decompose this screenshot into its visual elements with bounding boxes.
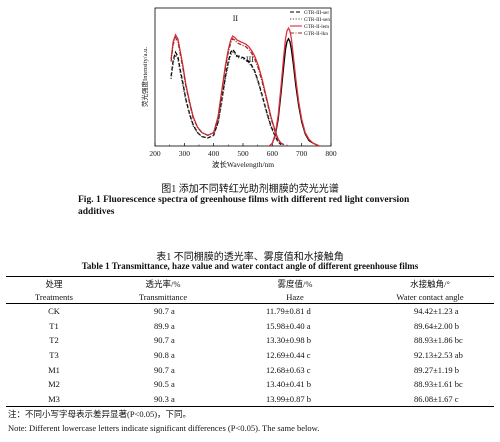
fluorescence-spectra-chart: 200 300 400 500 600 700 800 波长Wavelength/nm 荧光强度… [140, 7, 337, 169]
series-line-1 [170, 51, 282, 146]
cell-transmittance: 90.3 a [102, 391, 224, 408]
header-transmittance-en: Transmittance [102, 290, 224, 304]
cell-transmittance: 90.7 a [154, 335, 175, 346]
legend-entry: GTR-III-ser [304, 10, 329, 16]
series-line-5 [268, 26, 320, 147]
header-haze-en: Haze [224, 290, 366, 304]
cell-haze: 13.40±0.41 b [266, 379, 312, 390]
cell-contact-angle: 89.64±2.00 b [414, 320, 460, 331]
table-note-cn: 注：不同小写字母表示差异显著(P<0.05)，下同。 [8, 409, 192, 419]
header-transmittance-cn: 透光率/% [102, 276, 224, 290]
cell-transmittance: 90.5 a [154, 379, 175, 390]
table-row: T3 90.8 a 12.69±0.44 c 92.13±2.53 ab [6, 348, 494, 363]
legend-entry: GTR-III-sen [304, 17, 330, 23]
header-treatment-en: Treatments [6, 290, 102, 304]
table-row: CK 90.7 a 11.79±0.81 d 94.42±1.23 a [6, 304, 494, 319]
table-row: M1 90.7 a 12.68±0.63 c 89.27±1.19 b [6, 362, 494, 377]
header-haze-cn: 雾度值/% [224, 276, 366, 290]
x-tick-label: 500 [237, 149, 249, 158]
cell-haze: 13.30±0.98 b [266, 335, 312, 346]
header-treatment-cn: 处理 [6, 276, 102, 290]
cell-contact-angle: 88.93±1.86 bc [414, 335, 463, 346]
cell-treatment: T2 [49, 335, 59, 346]
cell-haze: 12.68±0.63 c [266, 364, 311, 375]
table-caption-en: Table 1 Transmittance, haze value and wa… [81, 261, 419, 271]
results-table: 处理 透光率/% 雾度值/% 水接触角/° Treatments Transmi… [6, 276, 494, 408]
cell-transmittance: 90.8 a [154, 350, 175, 361]
x-tick-label: 800 [325, 149, 337, 158]
annotation-label: II [233, 14, 239, 23]
figure-caption-en: Fig. 1 Fluorescence spectra of greenhous… [78, 195, 410, 217]
cell-transmittance: 90.7 a [154, 306, 175, 317]
figure-caption-cn: 图1 添加不同转红光助剂棚膜的荧光光谱 [161, 184, 339, 195]
annotation-label: III [246, 55, 254, 64]
cell-contact-angle: 86.08±1.67 c [366, 391, 494, 408]
series-line-3 [170, 35, 285, 146]
series-line-2 [170, 33, 285, 146]
series-line-4 [268, 37, 320, 147]
series-line-0 [170, 48, 282, 146]
cell-transmittance: 90.7 a [154, 364, 175, 375]
cell-haze: 13.99±0.87 b [224, 391, 366, 408]
cell-treatment: CK [48, 306, 60, 317]
cell-transmittance: 89.9 a [154, 320, 175, 331]
cell-haze: 12.69±0.44 c [266, 350, 311, 361]
y-axis-label: 荧光强度Intensity/a.u. [140, 47, 149, 107]
x-tick-label: 400 [208, 149, 220, 158]
cell-contact-angle: 94.42±1.23 a [414, 306, 459, 317]
cell-contact-angle: 92.13±2.53 ab [414, 350, 463, 361]
table-row: M2 90.5 a 13.40±0.41 b 88.93±1.61 bc [6, 377, 494, 392]
table-header-row-en: Treatments Transmittance Haze Water cont… [6, 290, 494, 304]
cell-contact-angle: 88.93±1.61 bc [414, 379, 463, 390]
legend-entry: GTR-II-lem [304, 24, 329, 30]
x-tick-label: 200 [149, 149, 161, 158]
cell-treatment: M3 [6, 391, 102, 408]
legend-entry: GTR-II-lkn [304, 31, 328, 37]
x-tick-label: 600 [267, 149, 279, 158]
x-tick-label: 700 [296, 149, 308, 158]
table-caption-cn: 表1 不同棚膜的透光率、雾度值和水接触角 [156, 252, 344, 263]
table-header-row-cn: 处理 透光率/% 雾度值/% 水接触角/° [6, 276, 494, 290]
table-row: T1 89.9 a 15.98±0.40 a 89.64±2.00 b [6, 319, 494, 334]
cell-treatment: T1 [49, 320, 59, 331]
cell-treatment: T3 [49, 350, 59, 361]
cell-treatment: M2 [48, 379, 60, 390]
cell-treatment: M1 [48, 364, 60, 375]
table-row: T2 90.7 a 13.30±0.98 b 88.93±1.86 bc [6, 333, 494, 348]
table-row: M3 90.3 a 13.99±0.87 b 86.08±1.67 c [6, 391, 494, 408]
cell-haze: 15.98±0.40 a [266, 320, 311, 331]
x-axis-label: 波长Wavelength/nm [212, 159, 274, 169]
cell-haze: 11.79±0.81 d [266, 306, 311, 317]
header-contact-angle-en: Water contact angle [366, 290, 494, 304]
x-tick-label: 300 [179, 149, 191, 158]
table-note-en: Note: Different lowercase letters indica… [8, 423, 320, 433]
cell-contact-angle: 89.27±1.19 b [414, 364, 460, 375]
header-contact-angle-cn: 水接触角/° [366, 276, 494, 290]
